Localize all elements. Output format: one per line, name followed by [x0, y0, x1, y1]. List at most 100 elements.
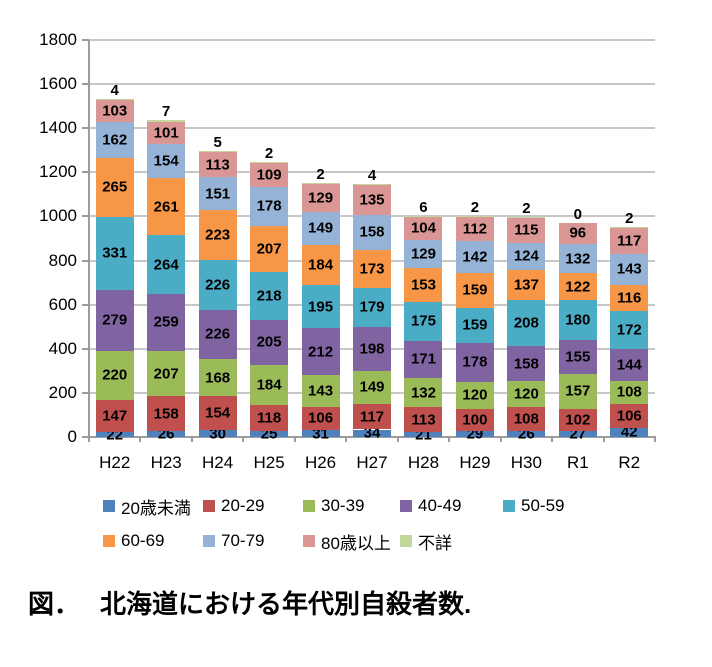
y-axis-label-800: 800: [48, 250, 77, 270]
data-label-H29-20-29: 100: [462, 411, 488, 429]
y-axis-label-0: 0: [67, 427, 77, 446]
bar-H28-segment-30-39: [404, 378, 443, 408]
legend-item-20-29: 20-29: [203, 495, 264, 517]
y-axis-label-1600: 1600: [39, 74, 77, 94]
y-tick-1600: [82, 83, 89, 86]
legend-swatch-unknown: [400, 535, 412, 547]
y-axis: [88, 40, 90, 438]
legend-label-30-39: 30-39: [321, 496, 365, 515]
data-label-H30-80-plus: 115: [514, 221, 539, 239]
legend-swatch-70-79: [203, 535, 215, 547]
y-tick-0: [82, 436, 89, 438]
data-label-H23-60-69: 261: [153, 198, 179, 216]
x-axis-label-H27: H27: [356, 453, 388, 472]
bar-R2-segment-30-39: [610, 380, 649, 405]
bar-H22-segment-60-69: [95, 158, 134, 217]
bar-H23-segment-60-69: [147, 177, 186, 236]
legend-swatch-20-29: [203, 500, 215, 512]
y-axis-label-200: 200: [48, 382, 77, 402]
data-label-H28-40-49: 171: [410, 350, 436, 368]
x-axis-label-H23: H23: [150, 453, 182, 472]
data-label-H25-70-79: 178: [256, 197, 282, 215]
x-tick-10: [602, 437, 605, 442]
bar-H26-segment-50-59: [301, 285, 340, 329]
data-label-R2-40-49: 144: [616, 356, 642, 374]
y-axis-label-600: 600: [48, 294, 77, 314]
data-label-H28-70-79: 129: [410, 245, 436, 263]
bar-H29-segment-under-20: [455, 430, 494, 437]
bar-H30-segment-60-69: [507, 270, 546, 301]
data-label-R1-40-49: 155: [565, 348, 591, 366]
bar-H25-segment-80-plus: [250, 162, 289, 187]
data-label-H28-60-69: 153: [410, 276, 436, 294]
data-label-H26-70-79: 149: [308, 219, 334, 237]
data-label-H27-under-20: 34: [363, 424, 381, 442]
y-tick-1000: [82, 215, 89, 218]
bar-H25-segment-20-29: [250, 405, 289, 432]
y-tick-1200: [82, 171, 89, 174]
data-label-H29-unknown: 2: [470, 199, 480, 217]
gridline-1400: [89, 127, 655, 130]
legend-label-50-59: 50-59: [521, 496, 565, 515]
bar-H23-segment-40-49: [147, 293, 186, 351]
data-label-H28-50-59: 175: [410, 312, 436, 330]
x-axis-label-H26: H26: [304, 453, 337, 472]
bar-H27-segment-under-20: [353, 429, 391, 437]
bar-H25-segment-40-49: [250, 319, 289, 365]
data-label-R1-60-69: 122: [565, 278, 591, 296]
legend-item-70-79: 70-79: [203, 530, 264, 552]
bar-H23-segment-30-39: [147, 350, 186, 397]
data-label-R1-80-plus: 96: [569, 224, 587, 242]
data-label-H26-20-29: 106: [308, 409, 334, 427]
legend-label-20-29: 20-29: [221, 496, 265, 515]
data-label-H29-40-49: 178: [462, 353, 488, 371]
bar-H27-segment-40-49: [353, 327, 391, 371]
legend-swatch-80-plus: [303, 535, 315, 547]
bar-H28-segment-unknown: [404, 215, 443, 217]
x-axis-label-H29: H29: [459, 453, 491, 472]
x-axis-label-H22: H22: [99, 453, 131, 472]
bar-R1-segment-30-39: [558, 373, 597, 409]
gridline-1200: [89, 171, 655, 174]
legend-label-under-20: 20歳未満: [121, 498, 191, 518]
bar-R2-segment-70-79: [610, 253, 649, 286]
bar-H22-segment-70-79: [95, 122, 134, 159]
data-label-H23-40-49: 259: [153, 313, 179, 331]
bar-H28-segment-20-29: [404, 407, 443, 433]
x-axis-label-R2: R2: [618, 453, 641, 472]
bar-H29-segment-60-69: [455, 272, 494, 308]
bar-H30-segment-80-plus: [507, 217, 546, 243]
data-label-H25-unknown: 2: [264, 145, 274, 163]
y-axis-label-1400: 1400: [39, 118, 77, 138]
bar-H25-segment-under-20: [250, 431, 289, 437]
data-label-R1-unknown: 0: [573, 205, 582, 223]
bar-H24-segment-50-59: [198, 259, 237, 310]
bar-H30-segment-20-29: [507, 407, 546, 432]
bar-R1-segment-70-79: [558, 244, 597, 274]
bar-H27-segment-unknown: [353, 184, 391, 185]
x-tick-9: [551, 437, 554, 442]
legend-label-80-plus: 80歳以上: [321, 533, 391, 553]
y-axis-label-400: 400: [48, 338, 77, 358]
data-label-H22-20-29: 147: [102, 407, 128, 425]
data-label-H27-60-69: 173: [359, 260, 385, 278]
bar-H30-segment-40-49: [507, 346, 546, 381]
data-label-H23-unknown: 7: [162, 103, 171, 121]
data-label-H22-70-79: 162: [102, 131, 128, 149]
legend-item-80-plus: 80歳以上: [303, 530, 391, 553]
y-tick-1400: [82, 127, 89, 130]
data-label-R2-20-29: 106: [616, 407, 642, 425]
bar-H28-segment-40-49: [404, 340, 443, 379]
bar-H29-segment-80-plus: [455, 216, 494, 242]
x-axis-label-H28: H28: [407, 453, 440, 472]
data-label-H30-unknown: 2: [522, 199, 531, 217]
x-tick-0: [88, 437, 90, 442]
bar-H22-segment-50-59: [95, 216, 134, 290]
data-label-H24-30-39: 168: [205, 369, 231, 387]
y-tick-200: [82, 391, 89, 394]
bar-H23-segment-under-20: [147, 431, 186, 437]
bar-H24-segment-30-39: [198, 359, 237, 397]
y-tick-400: [82, 347, 89, 350]
data-label-H30-50-59: 208: [513, 314, 539, 332]
